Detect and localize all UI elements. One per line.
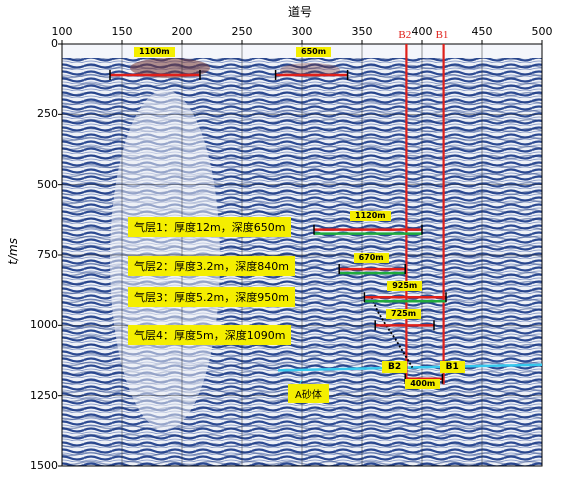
- sand-body-line: [277, 363, 543, 372]
- well-box-b1: B1: [439, 360, 465, 373]
- x-tick-label: 400: [411, 25, 433, 38]
- extent-label: 670m: [353, 252, 389, 263]
- extent-label: 400m: [405, 379, 441, 390]
- x-axis-title: 道号: [288, 5, 313, 19]
- sand-body-label: A砂体: [288, 383, 329, 403]
- y-tick-label: 1500: [30, 459, 58, 472]
- y-tick-label: 750: [37, 248, 58, 261]
- x-tick-label: 100: [51, 25, 73, 38]
- well-box-b2: B2: [382, 360, 408, 373]
- well-label-b1: B1: [435, 29, 449, 41]
- x-tick-label: 350: [351, 25, 373, 38]
- extent-label: 1100m: [134, 46, 175, 57]
- extent-label: 650m: [296, 46, 332, 57]
- x-tick-label: 250: [231, 25, 253, 38]
- x-tick-label: 450: [471, 25, 493, 38]
- gas-layer-label: 气层2：厚度3.2m，深度840m: [128, 255, 295, 276]
- well-label-b2: B2: [398, 29, 412, 41]
- x-tick-label: 500: [531, 25, 553, 38]
- gas-layer-label: 气层4：厚度5m，深度1090m: [128, 324, 292, 345]
- gas-layer-label: 气层1：厚度12m，深度650m: [128, 217, 292, 238]
- extent-label: 925m: [387, 280, 423, 291]
- extent-label: 1120m: [350, 211, 391, 222]
- x-tick-label: 150: [111, 25, 133, 38]
- y-tick-label: 0: [51, 37, 58, 50]
- x-tick-label: 200: [171, 25, 193, 38]
- gas-layer-label: 气层3：厚度5.2m，深度950m: [128, 286, 295, 307]
- annotations-overlay: [109, 44, 543, 389]
- y-tick-label: 1000: [30, 318, 58, 332]
- y-tick-label: 500: [37, 177, 58, 191]
- y-tick-label: 250: [37, 107, 58, 121]
- extent-label: 725m: [386, 309, 422, 320]
- well-trajectory: [370, 296, 414, 368]
- tick-marks: [58, 40, 543, 467]
- x-tick-label: 300: [291, 25, 313, 38]
- y-tick-label: 1250: [30, 388, 58, 402]
